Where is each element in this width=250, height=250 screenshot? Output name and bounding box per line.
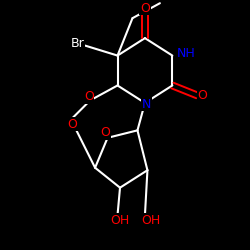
Text: O: O [197, 89, 207, 102]
Text: O: O [100, 126, 110, 139]
Text: O: O [140, 2, 150, 15]
Text: O: O [84, 90, 94, 103]
Text: Br: Br [71, 36, 85, 50]
Text: OH: OH [110, 214, 130, 226]
Text: N: N [142, 98, 151, 111]
Text: O: O [68, 118, 78, 130]
Text: NH: NH [177, 46, 196, 60]
Text: OH: OH [142, 214, 161, 226]
